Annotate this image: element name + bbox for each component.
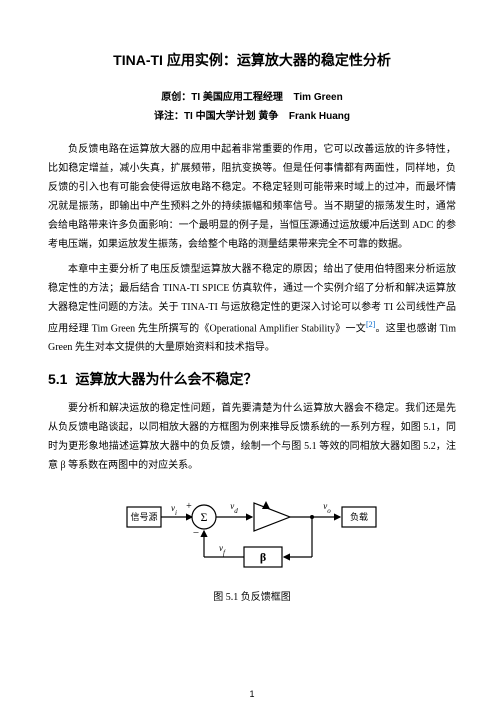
paragraph-2: 本章中主要分析了电压反馈型运算放大器不稳定的原因；给出了使用伯特图来分析运放稳定…	[48, 260, 456, 357]
paragraph-1: 负反馈电路在运算放大器的应用中起着非常重要的作用，它可以改善运放的许多特性，比如…	[48, 140, 456, 254]
author-2-en: Frank Huang	[289, 111, 350, 122]
author-1-en: Tim Green	[293, 92, 342, 103]
paragraph-3: 要分析和解决运放的稳定性问题，首先要清楚为什么运算放大器会不稳定。我们还是先从负…	[48, 399, 456, 475]
sum-label: Σ	[201, 510, 208, 524]
author-2-cn: 译注：TI 中国大学计划 黄争	[154, 111, 278, 122]
src-label: 信号源	[130, 511, 157, 522]
beta-label: β	[260, 550, 266, 564]
minus-label: −	[193, 527, 199, 539]
section-number: 5.1	[48, 371, 67, 387]
author-1-cn: 原创：TI 美国应用工程经理	[161, 92, 283, 103]
feedback-diagram-svg: 信号源 vi Σ + − vd vo 负载 β vf	[122, 487, 382, 582]
load-label: 负载	[350, 511, 368, 522]
author-line-1: 原创：TI 美国应用工程经理 Tim Green	[48, 88, 456, 103]
page-title: TINA-TI 应用实例：运算放大器的稳定性分析	[48, 50, 456, 70]
figure-caption: 图 5.1 负反馈框图	[48, 588, 456, 603]
vf-label: vf	[219, 543, 226, 557]
figure-5-1: 信号源 vi Σ + − vd vo 负载 β vf	[48, 487, 456, 582]
citation-ref[interactable]: [2]	[366, 320, 375, 329]
plus-label: +	[186, 501, 192, 512]
section-heading: 5.1 运算放大器为什么会不稳定？	[48, 369, 456, 389]
page-number: 1	[0, 689, 504, 699]
vi-label: vi	[171, 503, 177, 517]
vo-label: vo	[323, 501, 331, 515]
author-line-2: 译注：TI 中国大学计划 黄争 Frank Huang	[48, 107, 456, 122]
section-title: 运算放大器为什么会不稳定？	[75, 371, 257, 387]
vd-label: vd	[230, 501, 238, 515]
